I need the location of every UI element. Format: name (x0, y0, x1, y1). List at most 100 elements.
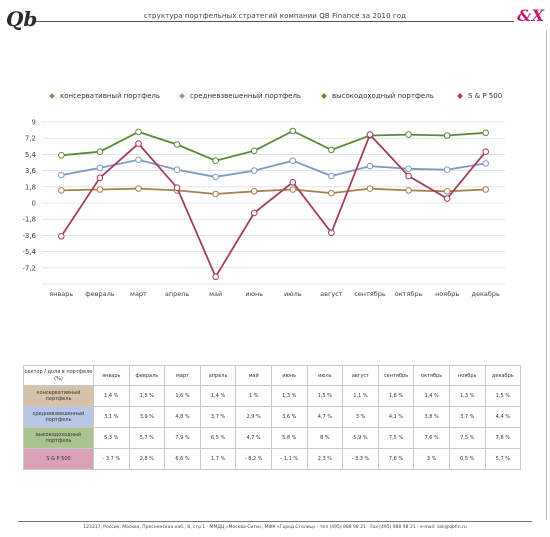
data-point (328, 146, 335, 154)
table-cell: 1,3 % (448, 385, 486, 407)
y-tick-label: 5,4 (25, 151, 37, 159)
x-tick-label: январь (49, 290, 73, 298)
table-cell: 1,5 % (128, 385, 166, 407)
table-row: S & P 500- 3,7 % 2,8 % 6,6 % 1,7 % - 8,2 % - … (23, 448, 522, 470)
data-point (443, 166, 451, 174)
table-header-row: сектор / доля в портфеле (%) январь февр… (23, 365, 522, 386)
legend-item-conservative: консервативный портфель (49, 92, 161, 100)
page-title: структура портфельных стратегий компании… (143, 12, 407, 20)
data-table: сектор / доля в портфеле (%) январь февр… (23, 365, 522, 470)
month-header: январь (93, 365, 130, 386)
row-label: консервативный портфель (23, 385, 94, 407)
x-tick-label: октябрь (395, 290, 423, 298)
x-tick-label: декабрь (472, 290, 501, 298)
y-tick-label: 1,8 (25, 183, 36, 191)
table-cell: 1,4 % (93, 385, 130, 407)
y-tick-label: -7,2 (22, 264, 36, 272)
table-cell: 7,6 % (413, 427, 450, 449)
data-point (250, 188, 258, 195)
table-cell: 0,5 % (448, 448, 486, 470)
table-cell: 5,3 % (93, 427, 130, 449)
data-point (366, 185, 374, 192)
legend-marker-icon (179, 93, 185, 99)
table-cell: 3 % (413, 448, 450, 470)
month-header: февраль (128, 365, 166, 386)
table-cell: 3,7 % (199, 406, 237, 428)
data-point (443, 188, 451, 195)
data-point (250, 167, 258, 174)
legend-label: высокодоходный портфель (332, 92, 434, 100)
y-tick-label: -3,6 (22, 232, 36, 240)
header-divider (36, 21, 514, 22)
x-tick-label: июль (284, 290, 302, 298)
x-tick-label: апрель (165, 290, 190, 298)
data-point (57, 171, 65, 179)
table-cell: 1,6 % (164, 385, 201, 407)
data-point (173, 141, 181, 148)
legend-item-sp500: S & P 500 (457, 92, 503, 100)
y-tick-label: 9 (32, 119, 36, 127)
data-point (96, 174, 104, 182)
y-tick-label: 0 (32, 200, 36, 208)
data-point (212, 157, 219, 165)
data-point (482, 129, 490, 137)
table-cell: 5,7 % (128, 427, 166, 449)
month-header: июнь (270, 365, 308, 386)
legend-label: консервативный портфель (60, 92, 161, 100)
data-point (96, 164, 104, 172)
table-cell: 1,3 % (270, 385, 308, 407)
y-tick-label: -1,8 (22, 216, 36, 224)
legend-label: S & P 500 (468, 92, 503, 100)
data-point (57, 187, 65, 194)
table-row: высокодоходный портфель 5,3 % 5,7 % 7,9 % 6,… (23, 427, 522, 449)
data-point (405, 165, 412, 173)
legend-marker-icon (457, 93, 463, 99)
data-point (289, 186, 297, 193)
table-cell: 7,8 % (484, 427, 522, 449)
company-logo-right: &X (517, 6, 544, 25)
table-row: средневзвешенный портфель 3,1 % 3,9 % 4,8 %… (23, 406, 522, 428)
table-cell: 2,3 % (306, 448, 344, 470)
table-corner-header: сектор / доля в портфеле (%) (23, 365, 94, 386)
data-point (250, 209, 258, 217)
data-point (173, 184, 181, 191)
data-point (482, 160, 490, 167)
month-header: сентябрь (377, 365, 415, 386)
legend-label: средневзвешенный портфель (190, 92, 302, 100)
table-cell: 3 % (342, 406, 379, 428)
table-cell: 7,6 % (377, 448, 415, 470)
data-point (405, 172, 412, 180)
data-point (212, 173, 219, 181)
data-point (366, 131, 374, 138)
x-tick-label: ноябрь (435, 290, 459, 298)
table-cell: 1,4 % (199, 385, 237, 407)
footer-divider (18, 521, 532, 522)
legend-item-high-yield: высокодоходный портфель (321, 92, 434, 100)
data-point (289, 127, 297, 135)
data-point (173, 166, 181, 174)
table-cell: 5,8 % (270, 427, 308, 449)
legend-item-balanced: средневзвешенный портфель (179, 92, 302, 100)
month-header: июль (306, 365, 344, 386)
chart-legend: консервативный портфель средневзвешенный… (40, 92, 520, 104)
table-cell: 7,5 % (448, 427, 486, 449)
table-cell: 4,7 % (306, 406, 344, 428)
legend-marker-icon (49, 93, 55, 99)
data-point (135, 140, 142, 147)
table-cell: 4,7 % (235, 427, 272, 449)
table-cell: - 3,7 % (93, 448, 130, 470)
data-point (96, 186, 104, 193)
month-header: декабрь (484, 365, 522, 386)
data-point (57, 152, 65, 159)
table-cell: 1,5 % (306, 385, 344, 407)
table-cell: 2,8 % (128, 448, 166, 470)
table-cell: 4,1 % (377, 406, 415, 428)
table-cell: 1,7 % (199, 448, 237, 470)
month-header: август (342, 365, 379, 386)
table-cell: 3,6 % (270, 406, 308, 428)
table-cell: 5,9 % (342, 427, 379, 449)
x-tick-label: март (130, 290, 147, 298)
row-label: S & P 500 (23, 448, 94, 470)
data-point (405, 131, 412, 138)
x-tick-label: февраль (85, 290, 115, 298)
